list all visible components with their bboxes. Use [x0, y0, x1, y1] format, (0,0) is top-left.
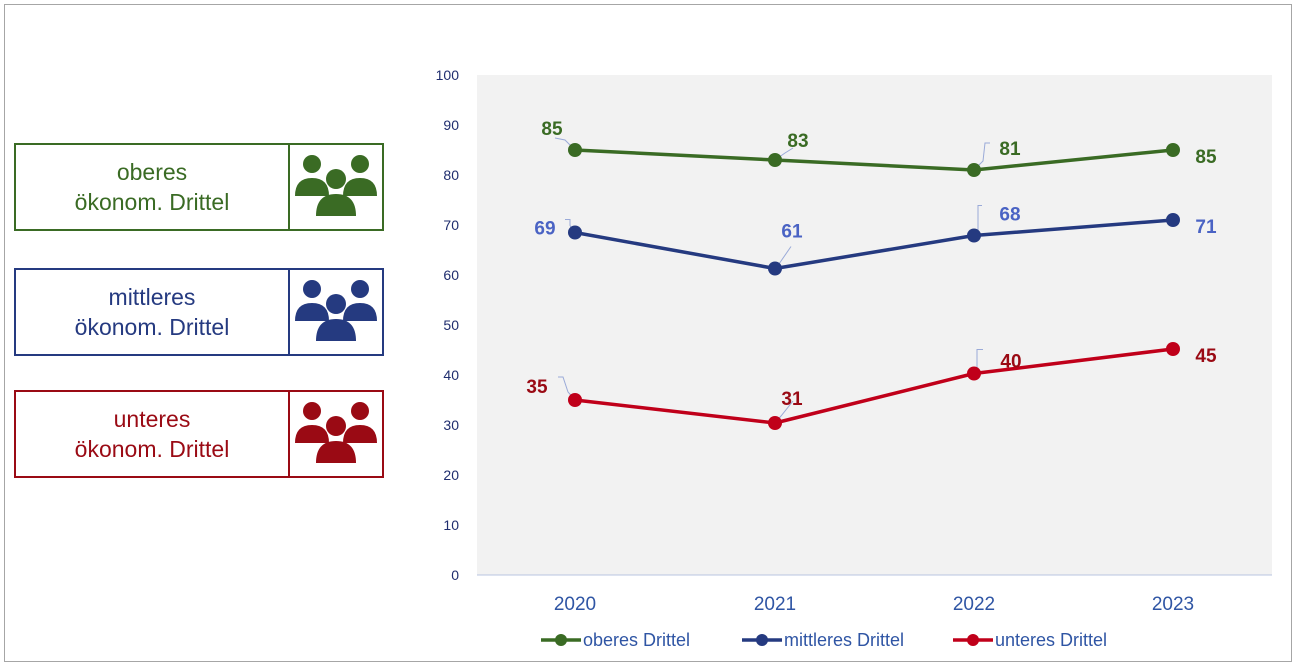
data-point — [1166, 143, 1180, 157]
group-label-line2: ökonom. Drittel — [74, 436, 230, 462]
legend-marker — [967, 634, 979, 646]
group-label-line1: unteres — [113, 406, 191, 432]
y-tick-label: 0 — [451, 567, 459, 583]
group-box-middle: mittleres ökonom. Drittel — [14, 268, 384, 356]
data-label: 45 — [1195, 346, 1217, 367]
data-point — [1166, 342, 1180, 356]
people-group-icon — [290, 145, 382, 229]
y-tick-label: 10 — [443, 517, 459, 533]
series-line — [574, 148, 1174, 172]
data-label: 71 — [1195, 217, 1217, 238]
group-box-lower: unteres ökonom. Drittel — [14, 390, 384, 478]
group-label-lower: unteres ökonom. Drittel — [16, 392, 290, 476]
data-point — [768, 416, 782, 430]
data-point — [768, 261, 782, 276]
data-point — [568, 143, 582, 157]
legend-marker — [756, 634, 768, 646]
legend-entry: unteres Drittel — [995, 630, 1107, 650]
data-point — [568, 393, 582, 407]
y-tick-label: 50 — [443, 317, 459, 333]
series-line — [574, 218, 1174, 271]
legend-entry: mittleres Drittel — [784, 630, 904, 650]
y-tick-label: 90 — [443, 117, 459, 133]
data-label: 85 — [541, 119, 563, 140]
data-label: 85 — [1195, 147, 1217, 168]
people-group-icon — [290, 270, 382, 354]
y-tick-label: 20 — [443, 467, 459, 483]
group-label-middle: mittleres ökonom. Drittel — [16, 270, 290, 354]
x-tick-label: 2020 — [554, 594, 596, 615]
group-label-upper: oberes ökonom. Drittel — [16, 145, 290, 229]
y-tick-label: 30 — [443, 417, 459, 433]
data-label: 61 — [781, 222, 803, 243]
series-line — [574, 347, 1174, 425]
data-label: 83 — [787, 131, 808, 152]
data-point — [568, 225, 582, 240]
legend-marker — [555, 634, 567, 646]
y-tick-label: 60 — [443, 267, 459, 283]
group-label-line1: oberes — [116, 159, 188, 185]
plot-area — [477, 75, 1272, 575]
data-point — [768, 153, 782, 167]
group-box-upper: oberes ökonom. Drittel — [14, 143, 384, 231]
legend-entry: oberes Drittel — [583, 630, 690, 650]
data-label: 35 — [526, 377, 548, 398]
data-point — [1166, 213, 1180, 227]
x-tick-label: 2021 — [754, 594, 796, 615]
data-point — [967, 228, 981, 243]
data-label: 68 — [999, 205, 1020, 226]
data-label: 40 — [1000, 352, 1021, 373]
y-tick-label: 100 — [436, 67, 460, 83]
data-point — [967, 163, 981, 177]
y-tick-label: 40 — [443, 367, 459, 383]
data-label: 31 — [781, 389, 803, 410]
y-tick-label: 70 — [443, 217, 459, 233]
group-label-line2: ökonom. Drittel — [74, 189, 230, 215]
y-tick-label: 80 — [443, 167, 459, 183]
group-label-line1: mittleres — [108, 284, 196, 310]
group-label-line2: ökonom. Drittel — [74, 314, 230, 340]
data-point — [967, 366, 981, 381]
x-tick-label: 2023 — [1152, 594, 1194, 615]
data-label: 81 — [999, 139, 1021, 160]
data-label: 69 — [534, 219, 555, 240]
x-tick-label: 2022 — [953, 594, 995, 615]
people-group-icon — [290, 392, 382, 476]
